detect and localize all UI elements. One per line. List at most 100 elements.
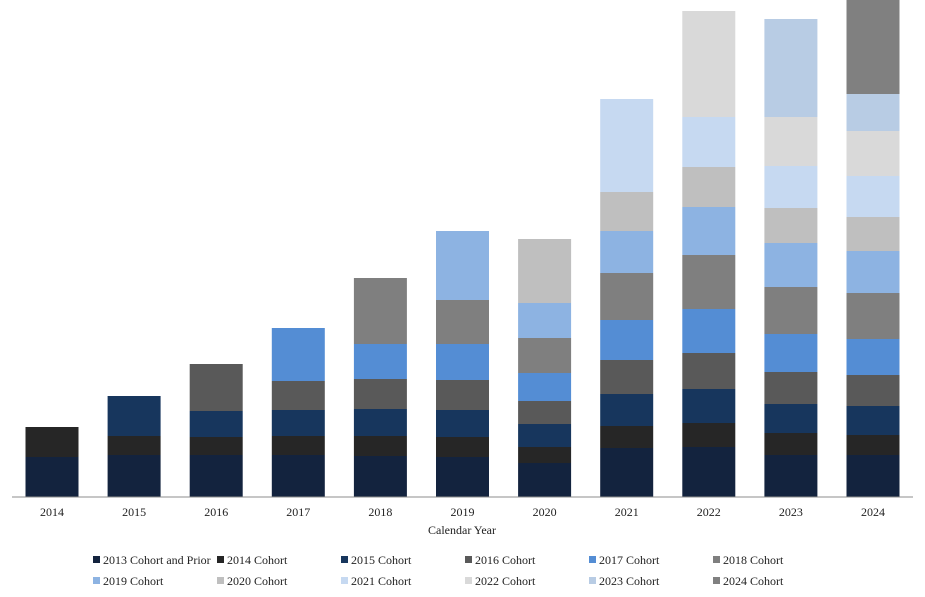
legend-label: 2023 Cohort [599, 574, 660, 588]
legend: 2013 Cohort and Prior 2014 Cohort 2015 Coh… [93, 553, 784, 588]
x-tick-label: 2015 [122, 505, 146, 519]
bar-segment-2014-series-0 [25, 457, 79, 497]
bar-segment-2014-series-1 [25, 427, 79, 457]
legend-item: 2022 Cohort [465, 574, 536, 588]
bar-segment-2015-series-0 [107, 455, 161, 497]
legend-item: 2016 Cohort [465, 553, 536, 567]
bar-segment-2021-series-8 [600, 99, 654, 192]
bar-segment-2016-series-2 [189, 411, 243, 437]
bar-segment-2021-series-3 [600, 360, 654, 394]
legend-swatch [341, 577, 348, 584]
legend-item: 2021 Cohort [341, 574, 412, 588]
bar-segment-2019-series-0 [436, 457, 489, 497]
bar-segment-2018-series-4 [353, 344, 407, 379]
legend-swatch [465, 577, 472, 584]
legend-label: 2024 Cohort [723, 574, 784, 588]
bar-segment-2024-series-7 [846, 217, 900, 251]
bar-segment-2019-series-4 [436, 344, 489, 380]
legend-swatch [217, 556, 224, 563]
bar-segment-2024-series-8 [846, 176, 900, 217]
bar-segment-2023-series-10 [764, 19, 818, 117]
bar-segment-2023-series-0 [764, 455, 818, 497]
bar-segment-2019-series-3 [436, 380, 489, 410]
legend-item: 2015 Cohort [341, 553, 412, 567]
bar-segment-2021-series-7 [600, 192, 654, 231]
bar-segment-2022-series-2 [682, 389, 736, 423]
bar-segment-2022-series-0 [682, 447, 736, 497]
bar-segment-2017-series-1 [271, 436, 325, 455]
legend-swatch [465, 556, 472, 563]
legend-item: 2024 Cohort [713, 574, 784, 588]
bar-segment-2018-series-3 [353, 379, 407, 409]
bar-segment-2015-series-1 [107, 436, 161, 455]
x-tick-label: 2024 [861, 505, 885, 519]
legend-label: 2022 Cohort [475, 574, 536, 588]
bar-segment-2021-series-6 [600, 231, 654, 273]
bar-segment-2017-series-3 [271, 381, 325, 410]
bar-segment-2023-series-4 [764, 334, 818, 372]
bar-segment-2022-series-8 [682, 117, 736, 167]
bar-segment-2022-series-1 [682, 423, 736, 447]
legend-swatch [713, 577, 720, 584]
legend-label: 2016 Cohort [475, 553, 536, 567]
bar-segment-2020-series-0 [518, 463, 572, 497]
legend-label: 2018 Cohort [723, 553, 784, 567]
legend-swatch [713, 556, 720, 563]
legend-label: 2014 Cohort [227, 553, 288, 567]
bar-segment-2024-series-2 [846, 406, 900, 435]
bar-segment-2016-series-1 [189, 437, 243, 455]
legend-swatch [93, 556, 100, 563]
bar-segment-2019-series-6 [436, 231, 489, 300]
bar-segment-2021-series-0 [600, 448, 654, 497]
bar-segment-2021-series-4 [600, 320, 654, 360]
legend-swatch [217, 577, 224, 584]
legend-item: 2019 Cohort [93, 574, 164, 588]
bar-segment-2024-series-5 [846, 293, 900, 339]
bar-segment-2019-series-2 [436, 410, 489, 437]
bar-segment-2022-series-4 [682, 309, 736, 353]
bar-segment-2022-series-7 [682, 167, 736, 207]
bar-segment-2019-series-1 [436, 437, 489, 457]
x-tick-label: 2019 [451, 505, 475, 519]
x-tick-label: 2022 [697, 505, 721, 519]
bar-segment-2020-series-2 [518, 424, 572, 447]
bar-segment-2024-series-10 [846, 94, 900, 131]
bar-segment-2020-series-7 [518, 239, 572, 303]
bar-segment-2020-series-6 [518, 303, 572, 338]
x-tick-label: 2023 [779, 505, 803, 519]
bar-segment-2024-series-6 [846, 251, 900, 293]
bar-segment-2016-series-0 [189, 455, 243, 497]
bar-segment-2022-series-5 [682, 255, 736, 309]
bar-segment-2018-series-5 [353, 278, 407, 344]
bar-segment-2023-series-9 [764, 117, 818, 166]
bar-segment-2020-series-4 [518, 373, 572, 401]
x-tick-labels: 2014 2015 2016 2017 2018 2019 2020 2021 2022 2023… [40, 505, 885, 519]
bar-segment-2016-series-3 [189, 364, 243, 411]
legend-item: 2018 Cohort [713, 553, 784, 567]
bar-segment-2024-series-9 [846, 131, 900, 176]
legend-item: 2013 Cohort and Prior [93, 553, 211, 567]
x-tick-label: 2017 [286, 505, 310, 519]
x-tick-label: 2014 [40, 505, 64, 519]
bar-segment-2018-series-0 [353, 456, 407, 497]
legend-label: 2013 Cohort and Prior [103, 553, 211, 567]
legend-label: 2019 Cohort [103, 574, 164, 588]
bar-segment-2020-series-3 [518, 401, 572, 424]
bar-segment-2015-series-2 [107, 396, 161, 436]
bar-segment-2020-series-1 [518, 447, 572, 463]
bar-segment-2024-series-3 [846, 375, 900, 406]
bar-segment-2024-series-4 [846, 339, 900, 375]
legend-swatch [93, 577, 100, 584]
bar-segment-2022-series-6 [682, 207, 736, 255]
x-axis-title: Calendar Year [428, 523, 496, 537]
bar-segment-2021-series-5 [600, 273, 654, 320]
bar-segment-2017-series-0 [271, 455, 325, 497]
bar-segment-2021-series-1 [600, 426, 654, 448]
bar-segment-2017-series-4 [271, 328, 325, 381]
legend-label: 2021 Cohort [351, 574, 412, 588]
legend-swatch [589, 556, 596, 563]
bar-segment-2017-series-2 [271, 410, 325, 436]
x-tick-label: 2020 [533, 505, 557, 519]
x-tick-label: 2018 [368, 505, 392, 519]
